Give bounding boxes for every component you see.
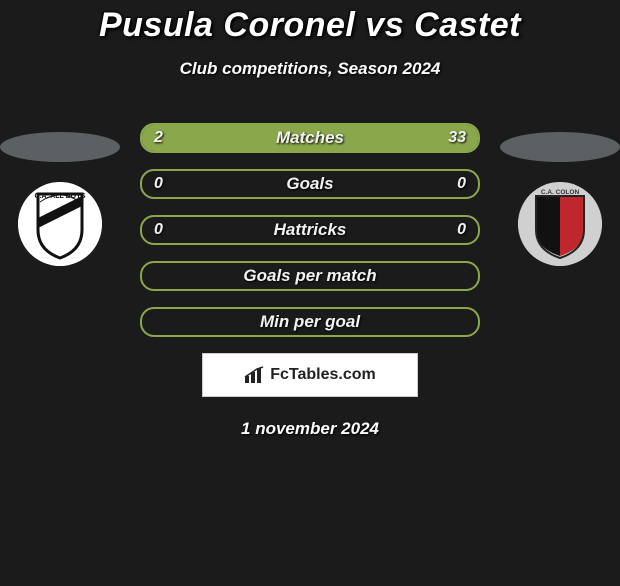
team-right-logo-slot: C.A. COLON [500, 116, 620, 296]
brand-box[interactable]: FcTables.com [202, 353, 418, 397]
stat-label: Min per goal [260, 312, 360, 332]
stat-goals: 0 Goals 0 [140, 169, 480, 199]
stat-value-left: 0 [154, 221, 163, 239]
stat-goals-per-match: Goals per match [140, 261, 480, 291]
svg-text:C.A. ALL BOYS: C.A. ALL BOYS [35, 193, 86, 200]
stat-label: Goals [286, 174, 333, 194]
stat-value-left: 0 [154, 175, 163, 193]
ellipse-shadow [0, 132, 120, 162]
subtitle: Club competitions, Season 2024 [0, 59, 620, 79]
team-left-crest: C.A. ALL BOYS [18, 182, 102, 266]
stat-value-right: 0 [457, 175, 466, 193]
colon-crest-icon: C.A. COLON [518, 182, 602, 266]
ellipse-shadow [500, 132, 620, 162]
footer-date: 1 november 2024 [0, 419, 620, 439]
brand-text: FcTables.com [270, 366, 376, 384]
stat-value-right: 0 [457, 221, 466, 239]
all-boys-crest-icon: C.A. ALL BOYS [18, 182, 102, 266]
stat-matches: 2 Matches 33 [140, 123, 480, 153]
page-title: Pusula Coronel vs Castet [0, 6, 620, 45]
team-left-logo-slot: C.A. ALL BOYS [0, 116, 120, 296]
stat-label: Hattricks [274, 220, 347, 240]
svg-text:C.A. COLON: C.A. COLON [541, 189, 580, 196]
stat-label: Matches [276, 128, 344, 148]
stats-panel: 2 Matches 33 0 Goals 0 0 Hattricks 0 Goa… [140, 123, 480, 337]
stat-min-per-goal: Min per goal [140, 307, 480, 337]
stat-hattricks: 0 Hattricks 0 [140, 215, 480, 245]
chart-bars-icon [244, 366, 266, 384]
brand-label: FcTables.com [244, 366, 376, 384]
stat-label: Goals per match [243, 266, 376, 286]
stat-value-left: 2 [154, 129, 163, 147]
team-right-crest: C.A. COLON [518, 182, 602, 266]
stat-value-right: 33 [448, 129, 466, 147]
